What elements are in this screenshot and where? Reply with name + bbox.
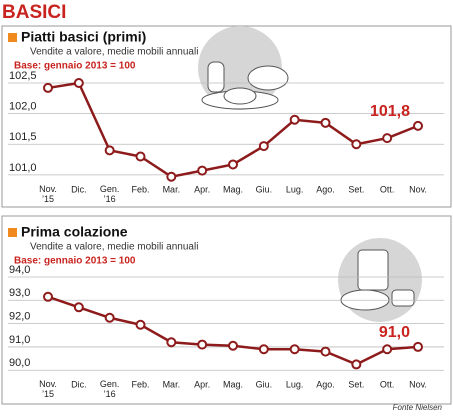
chart-subtitle: Vendite a valore, medie mobili annuali: [30, 242, 198, 253]
value-label: 91,0: [379, 324, 410, 341]
x-tick-label: Feb.: [131, 184, 149, 194]
y-tick-label: 101,0: [9, 162, 37, 174]
x-tick-label: Lug.: [286, 379, 304, 389]
page-title: BASICI: [2, 2, 66, 23]
point: [320, 346, 331, 357]
chart-note: Base: gennaio 2013 = 100: [14, 61, 136, 72]
x-tick-label: Nov. ’15: [39, 379, 57, 399]
x-tick-label: Ago.: [316, 379, 335, 389]
point: [289, 114, 300, 125]
y-tick-label: 90,0: [9, 357, 30, 369]
x-tick-label: Dic.: [71, 184, 87, 194]
x-tick-label: Gen. ’16: [100, 379, 120, 399]
point: [166, 171, 177, 182]
x-tick-label: Lug.: [286, 184, 304, 194]
x-tick-label: Nov.: [409, 184, 427, 194]
point: [135, 151, 146, 162]
point: [228, 159, 238, 170]
point: [104, 312, 115, 323]
breakfast-icon: [338, 238, 422, 322]
point: [382, 344, 393, 355]
y-tick-label: 93,0: [9, 287, 30, 299]
point: [351, 359, 362, 370]
x-tick-label: Ott.: [380, 184, 395, 194]
x-tick-label: Giu.: [256, 379, 273, 389]
chart-subtitle: Vendite a valore, medie mobili annuali: [30, 47, 198, 58]
point: [73, 78, 84, 89]
x-tick-label: Mag.: [223, 379, 243, 389]
title-bullet: [8, 228, 17, 237]
point: [166, 337, 177, 348]
point: [228, 340, 238, 351]
x-tick-label: Nov. ’15: [39, 184, 57, 204]
chart-title: Prima colazione: [21, 224, 128, 240]
point: [289, 344, 300, 355]
x-tick-label: Ott.: [380, 379, 395, 389]
y-tick-label: 102,0: [9, 101, 37, 113]
x-tick-label: Mag.: [223, 184, 243, 194]
title-bullet: [8, 33, 17, 42]
y-tick-label: 91,0: [9, 334, 30, 346]
chart-title: Piatti basici (primi): [21, 29, 146, 45]
point: [197, 165, 208, 176]
y-tick-label: 92,0: [9, 311, 30, 323]
y-tick-label: 94,0: [9, 264, 30, 276]
point: [413, 120, 423, 131]
x-tick-label: Feb.: [131, 379, 149, 389]
value-label: 101,8: [370, 103, 410, 120]
x-tick-label: Nov.: [409, 379, 427, 389]
x-tick-label: Apr.: [194, 379, 210, 389]
point: [43, 291, 53, 302]
point: [382, 133, 393, 144]
y-tick-label: 101,5: [9, 131, 37, 143]
point: [135, 319, 146, 330]
point: [413, 341, 423, 352]
y-tick-label: 102,5: [9, 70, 37, 82]
point: [43, 82, 53, 93]
chart-note: Base: gennaio 2013 = 100: [14, 256, 136, 267]
point: [104, 145, 115, 156]
x-tick-label: Mar.: [163, 379, 181, 389]
x-tick-label: Apr.: [194, 184, 210, 194]
source: Fonte Nielsen: [393, 403, 443, 412]
x-tick-label: Ago.: [316, 184, 335, 194]
x-tick-label: Gen. ’16: [100, 184, 120, 204]
point: [320, 117, 331, 128]
point: [258, 344, 269, 355]
point: [351, 139, 362, 150]
food-icon: [198, 26, 289, 110]
x-tick-label: Dic.: [71, 379, 87, 389]
x-tick-label: Mar.: [163, 184, 181, 194]
point: [197, 339, 208, 350]
point: [73, 302, 84, 313]
x-tick-label: Set.: [348, 184, 364, 194]
x-tick-label: Set.: [348, 379, 364, 389]
point: [258, 141, 269, 152]
x-tick-label: Giu.: [256, 184, 273, 194]
